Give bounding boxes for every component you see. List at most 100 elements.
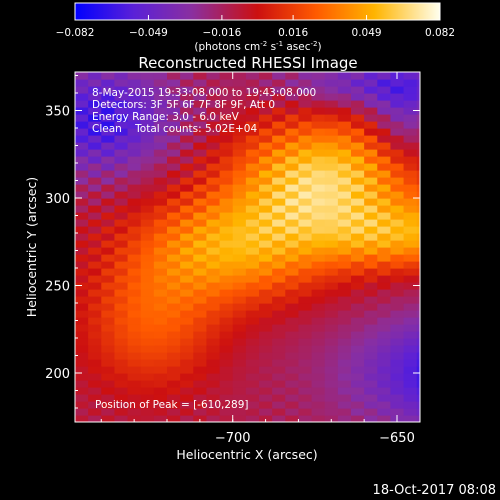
heatmap-cell [140, 198, 155, 206]
heatmap-cell [232, 205, 247, 213]
heatmap-cell [140, 170, 155, 178]
heatmap-cell [114, 240, 129, 248]
heatmap-cell [390, 359, 405, 367]
heatmap-cell [403, 128, 418, 136]
heatmap-cell [272, 86, 286, 94]
heatmap-cell [193, 324, 208, 332]
heatmap-cell [114, 415, 129, 422]
heatmap-cell [259, 394, 273, 402]
heatmap-cell [232, 324, 247, 332]
heatmap-cell [377, 408, 392, 416]
heatmap-cell [127, 394, 142, 402]
heatmap-cell [324, 387, 339, 395]
heatmap-cell [153, 149, 168, 157]
heatmap-cell [206, 163, 221, 171]
heatmap-cell [140, 184, 155, 192]
heatmap-cell [403, 254, 418, 262]
heatmap-cell [167, 394, 181, 402]
heatmap-cell [219, 247, 234, 255]
colorbar-tick-label: −0.082 [56, 27, 95, 39]
heatmap-cell [285, 142, 300, 150]
heatmap-cell [127, 107, 142, 115]
observation-info: 8-May-2015 19:33:08.000 to 19:43:08.000 … [92, 87, 316, 135]
heatmap-cell [403, 177, 418, 185]
heatmap-cell [285, 317, 300, 325]
heatmap-cell [206, 72, 221, 80]
heatmap-cell [390, 100, 405, 108]
heatmap-cell [324, 79, 339, 87]
heatmap-cell [140, 219, 155, 227]
heatmap-cell [298, 352, 313, 360]
heatmap-cell [180, 289, 194, 297]
heatmap-cell [351, 107, 365, 115]
heatmap-cell [101, 401, 116, 409]
heatmap-cell [88, 100, 102, 108]
heatmap-cell [219, 373, 234, 381]
heatmap-cell [351, 79, 365, 87]
heatmap-cell [180, 170, 194, 178]
heatmap-cell [311, 191, 326, 199]
heatmap-cell [193, 338, 208, 346]
heatmap-cell [403, 373, 418, 381]
heatmap-cell [351, 205, 365, 213]
heatmap-cell [232, 198, 247, 206]
heatmap-cell [232, 401, 247, 409]
heatmap-cell [364, 254, 378, 262]
heatmap-cell [88, 289, 102, 297]
heatmap-cell [272, 93, 286, 101]
heatmap-cell [140, 226, 155, 234]
heatmap-cell [416, 219, 420, 227]
heatmap-cell [364, 100, 378, 108]
heatmap-cell [140, 79, 155, 87]
heatmap-cell [127, 282, 142, 290]
heatmap-cell [298, 373, 313, 381]
heatmap-cell [403, 149, 418, 157]
heatmap-cell [272, 352, 286, 360]
heatmap-cell [232, 338, 247, 346]
heatmap-cell [416, 100, 420, 108]
heatmap-cell [219, 205, 234, 213]
heatmap-cell [127, 338, 142, 346]
heatmap-cell [167, 233, 181, 241]
heatmap-cell [311, 373, 326, 381]
heatmap-cell [351, 226, 365, 234]
heatmap-cell [206, 261, 221, 269]
heatmap-cell [167, 303, 181, 311]
heatmap-cell [324, 289, 339, 297]
heatmap-cell [311, 296, 326, 304]
heatmap-cell [140, 268, 155, 276]
heatmap-cell [75, 128, 89, 136]
heatmap-cell [364, 226, 378, 234]
heatmap-cell [311, 359, 326, 367]
heatmap-cell [101, 366, 116, 374]
heatmap-cell [311, 415, 326, 422]
heatmap-cell [285, 184, 300, 192]
heatmap-cell [219, 72, 234, 80]
heatmap-cell [403, 170, 418, 178]
heatmap-cell [140, 380, 155, 388]
heatmap-cell [88, 135, 102, 143]
heatmap-cell [140, 366, 155, 374]
heatmap-cell [364, 373, 378, 381]
heatmap-cell [232, 149, 247, 157]
heatmap-cell [272, 373, 286, 381]
heatmap-cell [88, 331, 102, 339]
heatmap-cell [364, 219, 378, 227]
heatmap-cell [403, 401, 418, 409]
heatmap-cell [390, 268, 405, 276]
heatmap-cell [390, 212, 405, 220]
heatmap-cell [390, 303, 405, 311]
heatmap-cell [285, 261, 300, 269]
heatmap-cell [337, 128, 352, 136]
heatmap-cell [390, 219, 405, 227]
heatmap-cell [114, 156, 129, 164]
heatmap-cell [140, 289, 155, 297]
heatmap-cell [127, 135, 142, 143]
heatmap-cell [88, 268, 102, 276]
heatmap-cell [206, 233, 221, 241]
heatmap-cell [416, 345, 420, 353]
heatmap-cell [416, 212, 420, 220]
heatmap-cell [403, 198, 418, 206]
heatmap-cell [351, 408, 365, 416]
heatmap-cell [206, 296, 221, 304]
